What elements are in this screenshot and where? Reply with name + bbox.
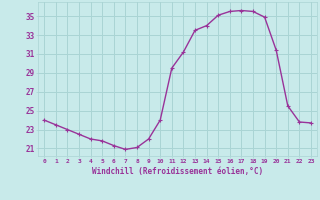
- X-axis label: Windchill (Refroidissement éolien,°C): Windchill (Refroidissement éolien,°C): [92, 167, 263, 176]
